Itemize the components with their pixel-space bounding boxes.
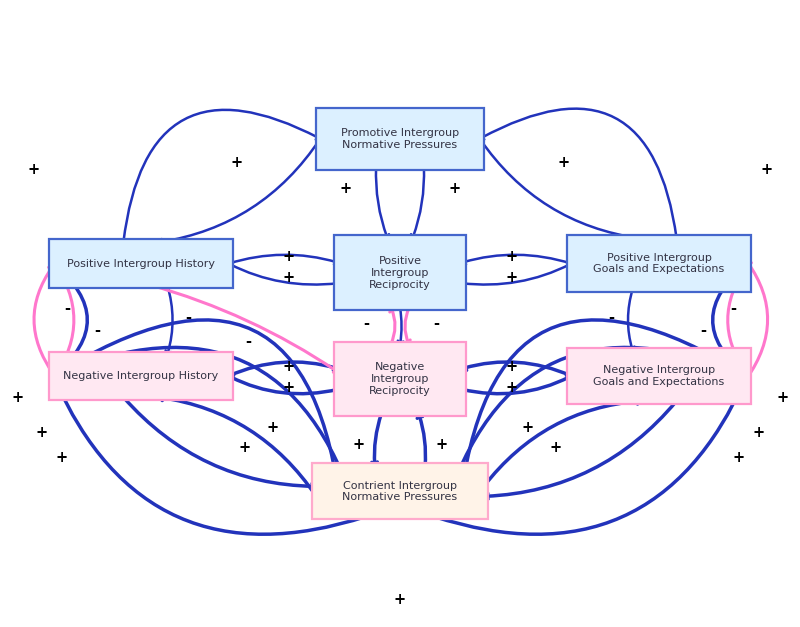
Text: -: -	[608, 310, 614, 325]
Text: -: -	[434, 316, 440, 331]
Text: +: +	[522, 419, 534, 435]
Text: Negative Intergroup History: Negative Intergroup History	[63, 371, 218, 381]
FancyBboxPatch shape	[334, 342, 466, 416]
Text: +: +	[353, 437, 365, 452]
Text: Negative
Intergroup
Reciprocity: Negative Intergroup Reciprocity	[369, 362, 431, 396]
Text: +: +	[11, 390, 23, 405]
Text: +: +	[448, 181, 460, 196]
FancyBboxPatch shape	[567, 236, 750, 292]
Text: +: +	[761, 162, 773, 177]
Text: -: -	[94, 324, 100, 339]
Text: +: +	[282, 270, 294, 285]
Text: +: +	[506, 270, 518, 285]
Text: +: +	[550, 440, 562, 455]
FancyBboxPatch shape	[334, 236, 466, 310]
Text: +: +	[340, 181, 352, 196]
Text: -: -	[700, 324, 706, 339]
FancyBboxPatch shape	[316, 107, 484, 170]
Text: +: +	[55, 450, 67, 465]
Text: -: -	[64, 301, 70, 316]
Text: +: +	[35, 424, 47, 440]
Text: +: +	[27, 162, 39, 177]
Text: +: +	[394, 592, 406, 607]
FancyBboxPatch shape	[50, 240, 233, 288]
FancyBboxPatch shape	[50, 352, 233, 400]
Text: +: +	[230, 155, 242, 170]
Text: Promotive Intergroup
Normative Pressures: Promotive Intergroup Normative Pressures	[341, 128, 459, 149]
Text: +: +	[777, 390, 789, 405]
Text: +: +	[238, 440, 250, 455]
Text: Positive Intergroup History: Positive Intergroup History	[67, 258, 215, 268]
FancyBboxPatch shape	[312, 463, 488, 520]
Text: -: -	[363, 316, 370, 331]
Text: -: -	[730, 301, 736, 316]
Text: +: +	[558, 155, 570, 170]
Text: +: +	[733, 450, 745, 465]
Text: +: +	[506, 380, 518, 394]
Text: Contrient Intergroup
Normative Pressures: Contrient Intergroup Normative Pressures	[342, 481, 458, 502]
Text: +: +	[506, 248, 518, 263]
Text: Positive
Intergroup
Reciprocity: Positive Intergroup Reciprocity	[369, 256, 431, 290]
Text: Positive Intergroup
Goals and Expectations: Positive Intergroup Goals and Expectatio…	[594, 253, 725, 275]
Text: +: +	[753, 424, 765, 440]
Text: Negative Intergroup
Goals and Expectations: Negative Intergroup Goals and Expectatio…	[594, 365, 725, 387]
Text: +: +	[282, 359, 294, 374]
Text: +: +	[266, 419, 278, 435]
Text: +: +	[282, 248, 294, 263]
Text: +: +	[506, 359, 518, 374]
Text: +: +	[435, 437, 447, 452]
Text: -: -	[186, 310, 192, 325]
Text: +: +	[282, 380, 294, 394]
FancyBboxPatch shape	[567, 348, 750, 404]
Text: -: -	[246, 334, 251, 349]
